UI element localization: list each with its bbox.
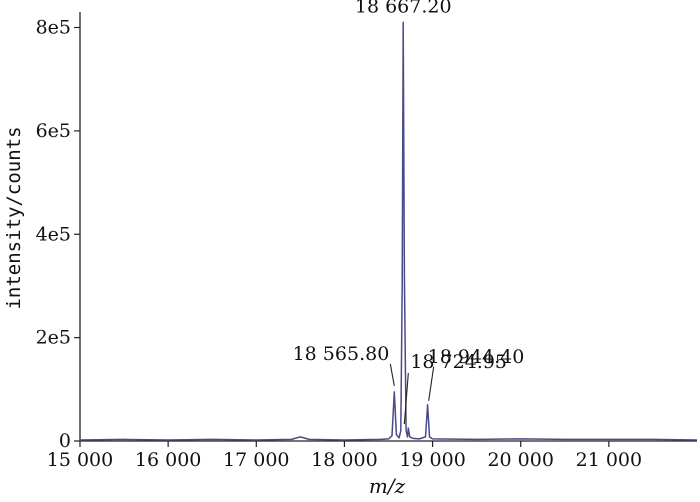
peak-leader-line	[428, 366, 435, 401]
y-tick-label: 8e5	[36, 17, 71, 39]
peak-label: 18 667.20	[355, 0, 452, 17]
y-axis-title: intensity/counts	[3, 126, 25, 309]
x-tick-label: 21 000	[576, 449, 642, 471]
y-tick-label: 4e5	[36, 223, 71, 245]
x-axis-title: m/z	[369, 474, 406, 498]
x-axis-ticks: 15 000 16 000 17 000 18 000 19 000 20 000 21 0…	[47, 441, 642, 471]
y-tick-label: 6e5	[36, 120, 71, 142]
peak-leader-line	[389, 363, 395, 386]
x-tick-label: 15 000	[47, 449, 113, 471]
y-axis-ticks: 0 2e5 4e5 6e5 8e5	[36, 17, 80, 452]
peak-label: 18 565.80	[293, 343, 390, 365]
x-tick-label: 20 000	[487, 449, 553, 471]
plot-area	[79, 12, 697, 442]
peak-label: 18 944.40	[428, 346, 525, 368]
x-tick-label: 19 000	[399, 449, 465, 471]
spectrum-series	[79, 21, 698, 441]
spectrum-line	[79, 21, 698, 441]
x-tick-label: 18 000	[311, 449, 377, 471]
y-tick-label: 0	[59, 430, 71, 452]
x-tick-label: 17 000	[223, 449, 289, 471]
x-tick-label: 16 000	[135, 449, 201, 471]
y-tick-label: 2e5	[36, 327, 71, 349]
peak-label: 18 724.95	[410, 351, 507, 373]
peak-leader-line	[403, 373, 409, 425]
